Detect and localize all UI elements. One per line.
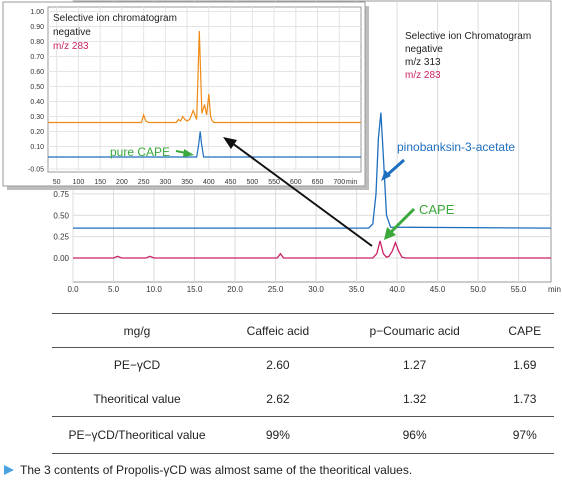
main-y-tick-label: 0.25	[53, 233, 69, 242]
inset-x-tick-label: 600	[290, 179, 302, 186]
inset-x-tick-label: 650	[312, 179, 324, 186]
pure-cape-label: pure CAPE	[110, 145, 170, 159]
main-x-tick-label: 35.0	[349, 285, 365, 294]
inset-x-tick-label: 550	[268, 179, 280, 186]
main-y-tick-label: 0.00	[53, 254, 69, 263]
table-row: PE−γCD 2.60 1.27 1.69	[52, 348, 554, 383]
inset-grid	[48, 7, 361, 172]
main-x-tick-label: 10.0	[146, 285, 162, 294]
table-header-cell: p−Coumaric acid	[333, 313, 496, 348]
main-title-line-1: Selective ion Chromatogram	[405, 31, 531, 42]
inset-y-tick-label: 1.00	[30, 9, 44, 16]
inset-x-tick-label: 350	[181, 179, 193, 186]
main-x-tick-labels: 0.0 5.0 10.0 15.0 20.0 25.0 30.0 35.0 40.0 45.0 50…	[67, 285, 526, 294]
pinobanksin-arrow-head	[381, 170, 391, 181]
main-x-tick-label: 55.0	[511, 285, 527, 294]
main-x-tick-label: 0.0	[67, 285, 79, 294]
table-cell: 2.62	[266, 392, 290, 406]
inset-y-tick-label: 0.30	[30, 114, 44, 121]
table-header-row: mg/g Caffeic acid p−Coumaric acid CAPE	[52, 313, 554, 348]
inset-y-tick-label: 0.10	[30, 144, 44, 151]
inset-plot-frame	[47, 6, 362, 173]
main-y-tick-label: 0.50	[53, 211, 69, 220]
main-x-tick-label: 15.0	[187, 285, 203, 294]
inset-title-line-2: negative	[53, 27, 91, 38]
inset-title-line-3: m/z 283	[53, 41, 89, 52]
main-title-line-3: m/z 313	[405, 57, 441, 68]
main-x-tick-label: 25.0	[268, 285, 284, 294]
inset-x-tick-label: 700	[333, 179, 345, 186]
chromatogram-figure: 0.00 0.25 0.50 0.75 0.0 5.0 10.0 15.0 20.0 25.0 3…	[2, 0, 561, 294]
main-x-tick-label: 20.0	[227, 285, 243, 294]
inset-y-tick-label: 0.90	[30, 24, 44, 31]
inset-y-tick-label: 0.80	[30, 39, 44, 46]
inset-y-tick-labels: 1.00 0.90 0.80 0.70 0.60 0.50 0.40 0.30 0.20 0.10…	[28, 9, 44, 174]
inset-y-tick-label: 0.60	[30, 69, 44, 76]
inset-x-unit: min	[346, 179, 357, 186]
main-y-tick-labels: 0.00 0.25 0.50 0.75	[53, 190, 69, 263]
main-title-line-4: m/z 283	[405, 70, 441, 81]
inset-x-tick-label: 50	[53, 179, 61, 186]
inset-x-tick-labels: 50 100 150 200 250 300 350 400 450 500 550 600 650 70…	[53, 179, 345, 186]
inset-series-group	[48, 30, 361, 158]
connector-arrow-head	[223, 137, 237, 149]
table-row: Theoritical value 2.62 1.32 1.73	[52, 382, 554, 417]
table-cell: 1.32	[402, 392, 427, 406]
table-cell: 1.73	[513, 392, 537, 406]
inset-y-tick-label: 0.20	[30, 129, 44, 136]
table-header-cell: Caffeic acid	[222, 313, 334, 348]
main-x-unit: min	[548, 285, 561, 294]
main-series-line-1	[73, 112, 552, 229]
inset-x-tick-label: 450	[225, 179, 237, 186]
inset-x-tick-label: 500	[246, 179, 258, 186]
cape-arrow	[389, 207, 416, 234]
table-cell: 1.27	[402, 358, 427, 372]
main-x-tick-label: 40.0	[389, 285, 405, 294]
inset-x-tick-label: 250	[138, 179, 150, 186]
table-header-cell: mg/g	[52, 313, 222, 348]
results-table: mg/g Caffeic acid p−Coumaric acid CAPE P…	[52, 313, 554, 454]
inset-x-tick-label: 400	[203, 179, 215, 186]
table-cell: 2.60	[266, 358, 290, 372]
main-x-tick-label: 50.0	[470, 285, 486, 294]
main-series-line-2	[73, 240, 551, 259]
pure-cape-arrow-head	[183, 149, 194, 157]
summary-note: The 3 contents of Propolis-γCD was almos…	[4, 463, 412, 477]
main-y-tick-label: 0.75	[53, 190, 69, 199]
inset-title-line-1: Selective ion chromatogram	[53, 13, 177, 24]
inset-x-tick-label: 200	[116, 179, 128, 186]
table-cell: Theoritical value	[93, 392, 181, 406]
pinobanksin-label: pinobanksin-3-acetate	[397, 140, 515, 154]
inset-y-tick-label: 0.50	[30, 84, 44, 91]
table-cell: 99%	[222, 416, 334, 454]
table-cell: 97%	[495, 416, 554, 454]
pinobanksin-arrow	[385, 158, 405, 178]
table-header-cell: CAPE	[495, 313, 554, 348]
cape-label: CAPE	[419, 202, 455, 217]
inset-series-line-1	[48, 30, 361, 124]
triangle-bullet-icon	[4, 465, 14, 475]
inset-x-tick-label: 300	[160, 179, 172, 186]
table-cell: PE−γCD/Theoritical value	[52, 416, 222, 454]
main-title-line-2: negative	[405, 44, 443, 55]
main-x-tick-label: 30.0	[308, 285, 324, 294]
inset-y-tick-label: -0.05	[28, 167, 44, 174]
table-cell: PE−γCD	[113, 358, 161, 372]
main-x-tick-label: 5.0	[108, 285, 120, 294]
main-series-group	[73, 112, 552, 259]
main-x-tick-label: 45.0	[430, 285, 446, 294]
table-cell: 96%	[333, 416, 496, 454]
inset-y-tick-label: 0.40	[30, 99, 44, 106]
inset-x-tick-label: 100	[73, 179, 85, 186]
inset-series-line-2	[48, 131, 361, 158]
inset-y-tick-label: 0.70	[30, 54, 44, 61]
connector-arrow	[231, 142, 373, 247]
cape-arrow-head	[384, 227, 396, 240]
inset-x-tick-label: 150	[94, 179, 106, 186]
table-row: PE−γCD/Theoritical value 99% 96% 97%	[52, 416, 554, 454]
table-cell: 1.69	[513, 358, 537, 372]
summary-note-text: The 3 contents of Propolis-γCD was almos…	[20, 463, 413, 477]
